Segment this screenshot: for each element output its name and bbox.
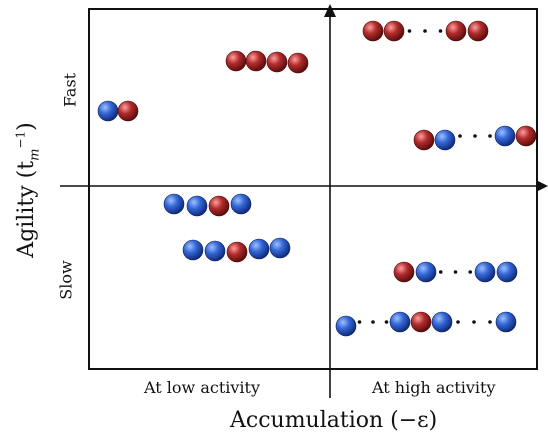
blue-bead: [389, 311, 411, 333]
horizontal-axis-arrowhead: [536, 180, 548, 192]
chain-fast-low-1: [97, 100, 139, 122]
red-bead: [383, 20, 405, 42]
chain-slow-high-1: [393, 261, 518, 283]
red-bead: [515, 125, 537, 147]
blue-bead: [186, 195, 208, 217]
blue-bead: [163, 193, 185, 215]
blue-bead: [434, 129, 456, 151]
red-bead: [117, 100, 139, 122]
blue-bead: [97, 100, 119, 122]
red-bead: [445, 20, 467, 42]
red-bead: [287, 52, 309, 74]
blue-bead: [474, 261, 496, 283]
red-bead: [410, 311, 432, 333]
red-bead: [413, 129, 435, 151]
blue-bead: [431, 311, 453, 333]
chain-fast-low-2: [225, 50, 309, 74]
ellipsis-dot: [357, 320, 362, 324]
red-bead: [362, 20, 384, 42]
ellipsis-dot: [458, 134, 462, 138]
chain-fast-high-2: [413, 125, 537, 151]
blue-bead: [495, 311, 517, 333]
blue-bead: [204, 240, 226, 262]
ellipsis-dot: [423, 29, 427, 33]
ellipsis-dot: [438, 270, 443, 274]
blue-bead: [248, 238, 270, 260]
ellipsis-dot: [371, 320, 375, 324]
chain-slow-low-1: [163, 193, 252, 217]
red-bead: [393, 261, 415, 283]
ellipsis-dot: [488, 134, 492, 138]
blue-bead: [496, 261, 518, 283]
y-category-fast: Fast: [60, 72, 80, 108]
blue-bead: [269, 237, 291, 259]
ellipsis-dot: [472, 320, 476, 324]
x-axis-title: Accumulation (−ε): [230, 408, 438, 433]
vertical-axis-arrowhead: [324, 4, 336, 17]
red-bead: [208, 195, 230, 217]
chain-fast-high-1: [362, 20, 489, 42]
ellipsis-dot: [456, 320, 460, 324]
chain-slow-low-2: [182, 237, 291, 263]
y-axis-title-subscript: m: [27, 148, 43, 161]
ellipsis-dot: [407, 29, 412, 33]
blue-bead: [415, 261, 437, 283]
blue-bead: [182, 239, 204, 261]
red-bead: [467, 20, 489, 42]
red-bead: [226, 241, 248, 263]
ellipsis-dot: [453, 270, 458, 274]
y-axis-title-text: Agility (t: [13, 160, 39, 258]
red-bead: [266, 51, 288, 73]
red-bead: [225, 50, 247, 72]
y-category-slow: Slow: [56, 260, 76, 300]
ellipsis-dot: [488, 320, 492, 324]
x-category-low-activity: At low activity: [144, 378, 260, 397]
y-axis-title-superscript: −1: [13, 130, 28, 149]
ellipsis-dot: [438, 29, 443, 33]
ellipsis-dot: [473, 134, 477, 138]
blue-bead: [335, 315, 357, 337]
blue-bead: [230, 193, 252, 215]
chain-slow-high-2: [335, 311, 517, 337]
chains-layer: [97, 20, 537, 337]
y-axis-title: Agility (tm−1): [14, 122, 43, 257]
ellipsis-dot: [468, 270, 473, 274]
ellipsis-dot: [384, 320, 389, 324]
x-category-high-activity: At high activity: [372, 378, 496, 397]
blue-bead: [494, 125, 516, 147]
y-axis-title-close: ): [13, 122, 39, 131]
red-bead: [245, 50, 267, 72]
